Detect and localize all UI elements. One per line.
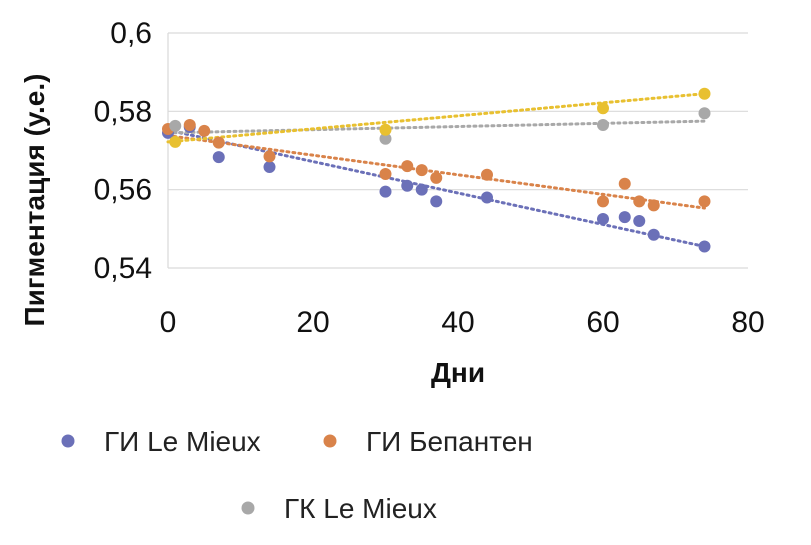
- y-tick-label: 0,56: [94, 174, 152, 207]
- legend-label: ГИ Бепантен: [366, 426, 533, 457]
- data-point: [618, 211, 631, 224]
- data-point: [379, 123, 392, 136]
- data-point: [169, 119, 182, 132]
- y-axis-ticks: 0,54 0,56 0,58 0,6: [94, 17, 152, 285]
- data-point: [415, 183, 428, 196]
- y-tick-label: 0,54: [94, 252, 152, 285]
- legend: ГИ Le Mieux ГИ Бепантен ГК Le Mieux: [61, 426, 533, 524]
- data-point: [633, 215, 646, 227]
- y-tick-label: 0,6: [110, 17, 152, 50]
- data-point: [597, 213, 609, 226]
- legend-label: ГК Le Mieux: [284, 493, 437, 524]
- data-point: [430, 195, 443, 208]
- data-point: [212, 151, 225, 164]
- data-point: [481, 191, 493, 204]
- legend-marker: [241, 501, 255, 515]
- data-point: [183, 119, 196, 132]
- data-point: [212, 136, 225, 149]
- data-point: [597, 195, 609, 208]
- data-point: [647, 228, 660, 241]
- legend-marker: [323, 434, 337, 448]
- trendline: [166, 134, 706, 210]
- x-tick-label: 0: [160, 306, 177, 339]
- x-tick-label: 20: [296, 306, 329, 339]
- gridlines: [167, 32, 748, 269]
- x-tick-label: 40: [441, 306, 474, 339]
- data-point: [430, 171, 443, 184]
- trendline: [166, 92, 706, 144]
- data-point: [597, 102, 609, 115]
- data-point: [698, 107, 711, 120]
- data-point: [198, 124, 211, 137]
- data-point: [415, 164, 428, 177]
- x-tick-label: 80: [731, 306, 764, 339]
- y-tick-label: 0,58: [94, 95, 152, 128]
- legend-marker: [61, 434, 75, 448]
- data-point: [263, 160, 276, 173]
- data-point: [647, 199, 660, 212]
- x-axis-title: Дни: [431, 357, 485, 388]
- trendline: [166, 128, 706, 248]
- data-point: [169, 135, 182, 148]
- data-point: [597, 119, 609, 132]
- data-point: [698, 240, 711, 253]
- trendline: [166, 119, 706, 135]
- x-tick-label: 60: [586, 306, 619, 339]
- x-axis-ticks: 0 20 40 60 80: [160, 306, 765, 339]
- data-point: [379, 185, 392, 198]
- data-points: [162, 87, 711, 253]
- data-point: [263, 150, 276, 163]
- data-point: [698, 195, 711, 208]
- data-point: [401, 160, 414, 173]
- trendlines: [166, 92, 706, 248]
- data-point: [379, 132, 392, 145]
- data-point: [633, 195, 646, 208]
- data-point: [481, 168, 493, 181]
- legend-label: ГИ Le Mieux: [104, 426, 261, 457]
- data-point: [618, 177, 631, 190]
- data-point: [379, 168, 392, 180]
- data-point: [698, 87, 711, 100]
- y-axis-title: Пигментация (у.е.): [19, 74, 50, 327]
- data-point: [401, 179, 414, 192]
